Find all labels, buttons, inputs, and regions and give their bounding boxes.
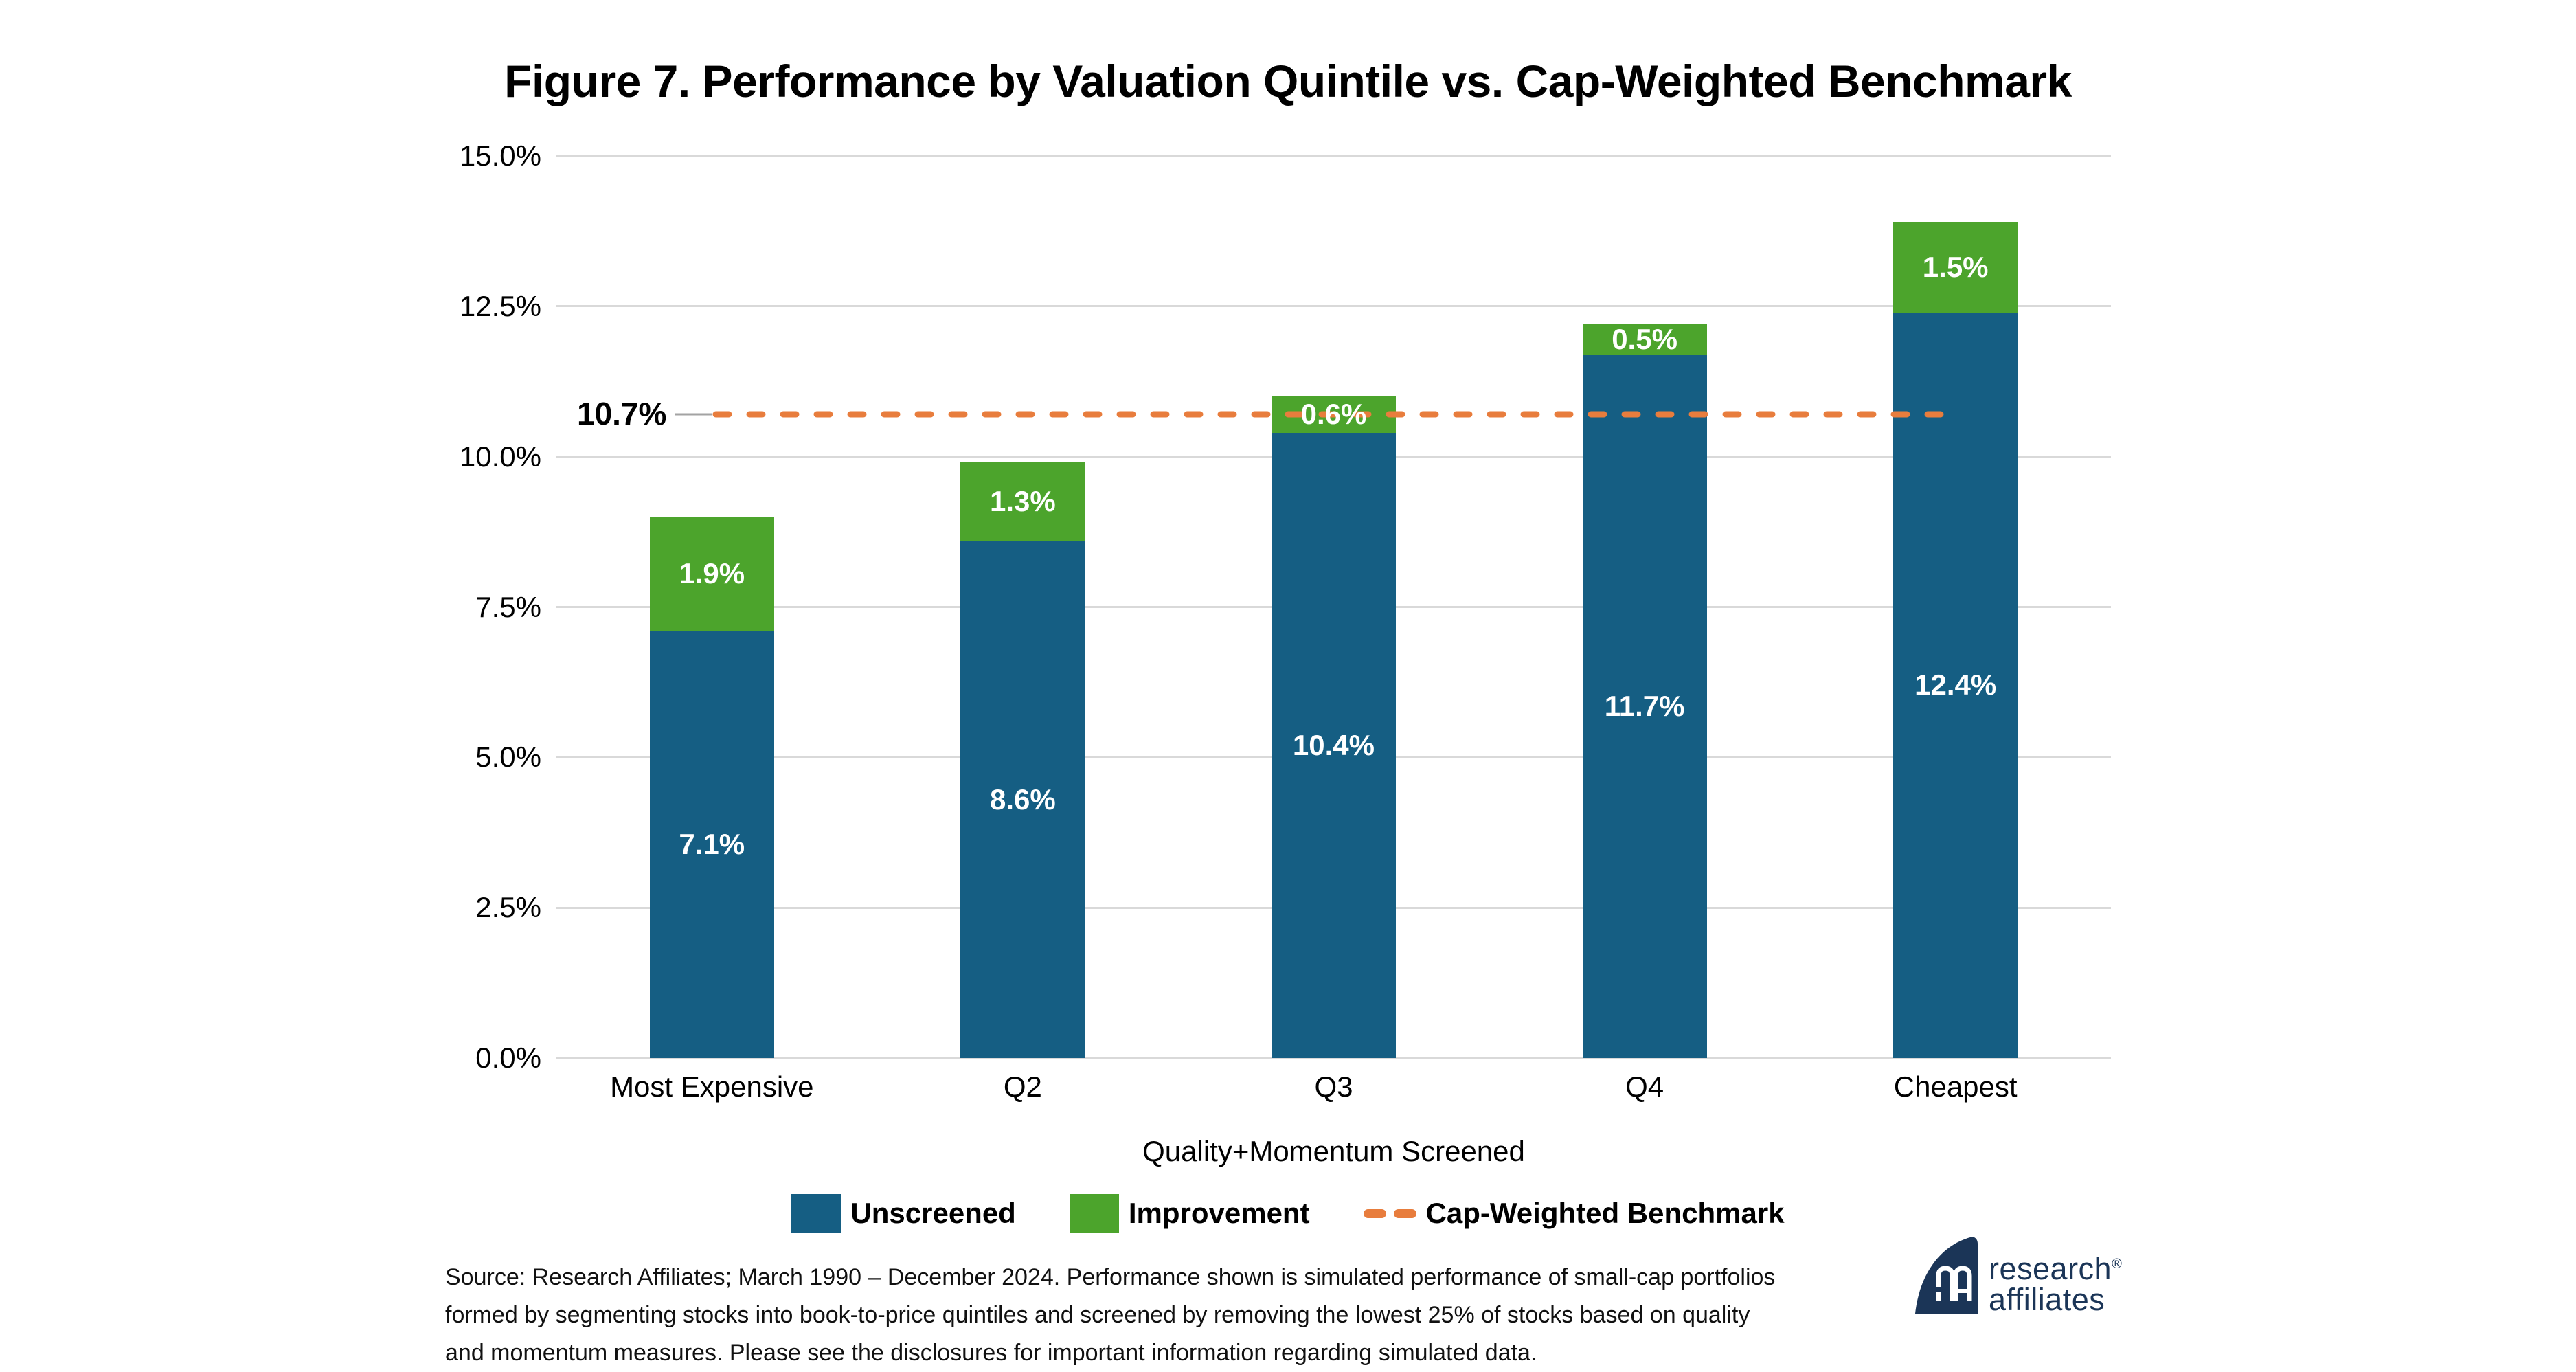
registered-mark: ® [2112,1257,2123,1272]
x-axis-labels: Most Expensive Q2 Q3 Q4 Cheapest [556,1070,2111,1103]
bar-slot-q4: 11.7% 0.5% [1489,156,1800,1058]
legend-label: Cap-Weighted Benchmark [1425,1197,1785,1229]
y-axis-tick-label: 12.5% [459,289,541,322]
bars: 7.1% 1.9% 8.6% 1.3% 10.4% 0.6% 11.7% 0.5% 12.4% 1… [556,156,2111,1058]
bar-slot-q3: 10.4% 0.6% [1178,156,1489,1058]
legend-item-unscreened: Unscreened [791,1194,1016,1233]
benchmark-leader-line [675,413,712,416]
gridline [556,1057,2111,1059]
bar-segment-unscreened: 8.6% [960,541,1085,1058]
y-axis-tick-label: 10.0% [459,440,541,473]
chart-title: Figure 7. Performance by Valuation Quint… [504,56,2072,106]
bar-segment-improvement: 1.3% [960,462,1085,541]
plot-area: 0.0% 2.5% 5.0% 7.5% 10.0% 12.5% 15.0% 7.1% 1.9%… [460,139,2111,1074]
logo-word-2: affiliates [1989,1282,2105,1317]
logo-wordmark: research® affiliates [1989,1235,2122,1315]
bar-segment-improvement: 1.9% [649,517,774,631]
legend-dash-icon [1363,1208,1416,1218]
bar-value-label: 0.5% [1612,323,1677,355]
benchmark-dashed-line [712,411,1959,418]
bar-segment-unscreened: 7.1% [649,631,774,1058]
bar-slot-q2: 8.6% 1.3% [868,156,1179,1058]
legend-item-benchmark: Cap-Weighted Benchmark [1363,1197,1785,1230]
bar-segment-improvement: 1.5% [1893,222,2018,313]
legend-label: Unscreened [850,1197,1016,1229]
legend-item-improvement: Improvement [1069,1194,1310,1233]
bar-segment-improvement: 0.5% [1582,323,1707,355]
gridline [556,155,2111,157]
x-axis-category-label: Q3 [1314,1070,1353,1103]
source-line-3: and momentum measures. Please see the di… [445,1340,1537,1366]
bar-value-label: 8.6% [990,783,1056,816]
x-axis-category-label: Most Expensive [610,1070,814,1103]
bar-value-label: 11.7% [1604,689,1685,722]
x-axis-category-label: Q2 [1003,1070,1042,1103]
legend-swatch-icon [1069,1194,1119,1233]
bar-value-label: 7.1% [679,828,745,861]
bar-segment-unscreened: 10.4% [1271,432,1396,1058]
ra-logo-mark-icon [1915,1237,1978,1314]
bar-value-label: 1.9% [679,557,745,590]
y-axis-tick-label: 7.5% [475,590,541,623]
bar-value-label: 1.3% [990,485,1056,518]
y-axis-tick-label: 15.0% [459,139,541,172]
bar-segment-unscreened: 12.4% [1893,312,2018,1058]
bar-value-label: 1.5% [1922,250,1989,283]
source-note: Source: Research Affiliates; March 1990 … [445,1259,1819,1372]
bar-slot-cheapest: 12.4% 1.5% [1800,156,2111,1058]
x-axis-title: Quality+Momentum Screened [1142,1135,1525,1167]
y-axis-tick-label: 5.0% [475,741,541,774]
source-line-2: formed by segmenting stocks into book-to… [445,1302,1750,1328]
x-axis-category-label: Cheapest [1893,1070,2018,1103]
logo-word-1: research [1989,1251,2112,1286]
gridline [556,305,2111,308]
y-axis-tick-label: 0.0% [475,1042,541,1074]
y-axis-tick-label: 2.5% [475,891,541,924]
legend-swatch-icon [791,1194,841,1233]
research-affiliates-logo: research® affiliates [1911,1235,2122,1315]
bar-value-label: 10.4% [1292,728,1375,761]
bar-value-label: 12.4% [1914,668,1997,701]
bar-segment-unscreened: 11.7% [1582,354,1707,1058]
benchmark-value-label: 10.7% [577,396,667,432]
legend: Unscreened Improvement Cap-Weighted Benchm… [0,1194,2576,1233]
source-line-1: Source: Research Affiliates; March 1990 … [445,1264,1776,1290]
x-axis-category-label: Q4 [1625,1070,1664,1103]
bar-segment-improvement: 0.6% [1271,396,1396,433]
bar-slot-most-expensive: 7.1% 1.9% [556,156,868,1058]
legend-label: Improvement [1128,1197,1310,1229]
bar-value-label: 0.6% [1300,398,1367,431]
